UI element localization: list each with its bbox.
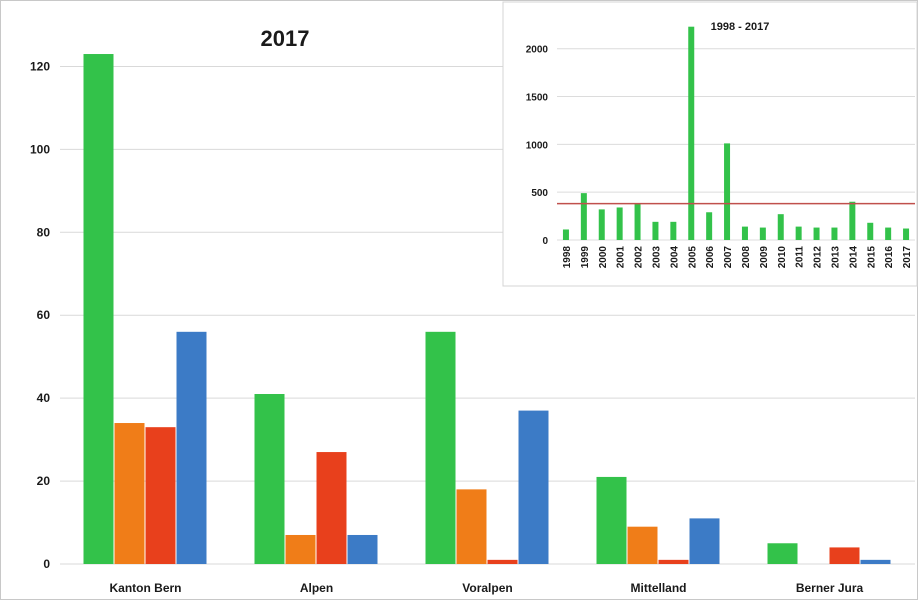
main-bar bbox=[518, 410, 549, 564]
main-bar bbox=[114, 423, 145, 564]
main-bar bbox=[285, 534, 316, 564]
main-x-axis: Kanton Bern Alpen Voralpen Mittelland Berner… bbox=[110, 581, 864, 595]
main-bar bbox=[316, 452, 347, 564]
inset-bar bbox=[813, 227, 820, 240]
inset-x-tick-label: 2014 bbox=[848, 246, 859, 269]
inset-x-tick-label: 2015 bbox=[866, 246, 877, 269]
inset-x-tick-label: 2013 bbox=[830, 246, 841, 269]
inset-bar bbox=[759, 227, 766, 240]
inset-x-tick-label: 1999 bbox=[580, 246, 591, 269]
main-y-tick-label: 0 bbox=[43, 557, 50, 571]
inset-y-tick-label: 1500 bbox=[526, 93, 549, 104]
inset-x-tick-label: 2017 bbox=[902, 246, 913, 269]
inset-bar bbox=[562, 229, 569, 240]
inset-bar bbox=[670, 221, 677, 240]
main-y-tick-label: 100 bbox=[30, 142, 50, 156]
main-bar bbox=[596, 476, 627, 564]
main-y-tick-label: 20 bbox=[37, 474, 51, 488]
inset-bar bbox=[616, 207, 623, 240]
inset-x-tick-label: 2007 bbox=[723, 246, 734, 269]
inset-x-tick-label: 2002 bbox=[634, 246, 645, 269]
inset-x-tick-label: 2003 bbox=[651, 246, 662, 269]
inset-chart-title: 1998 - 2017 bbox=[711, 21, 770, 33]
main-bar bbox=[627, 526, 658, 564]
main-x-tick-label: Mittelland bbox=[631, 581, 687, 595]
inset-bar bbox=[849, 201, 856, 240]
main-x-tick-label: Berner Jura bbox=[796, 581, 864, 595]
inset-x-tick-label: 2012 bbox=[813, 246, 824, 269]
inset-x-tick-label: 2001 bbox=[616, 246, 627, 269]
inset-x-tick-label: 1998 bbox=[562, 246, 573, 269]
main-bar bbox=[829, 547, 860, 564]
inset-bar bbox=[634, 203, 641, 240]
main-y-tick-label: 40 bbox=[37, 391, 51, 405]
inset-x-tick-label: 2010 bbox=[777, 246, 788, 269]
inset-bar bbox=[903, 228, 910, 240]
main-y-axis: 0 20 40 60 80 100 120 bbox=[30, 59, 50, 571]
inset-gridlines bbox=[557, 48, 915, 241]
main-bars bbox=[83, 54, 891, 565]
inset-y-tick-label: 2000 bbox=[526, 45, 549, 56]
main-bar bbox=[425, 331, 456, 564]
inset-y-axis: 0 500 1000 1500 2000 bbox=[526, 45, 549, 247]
main-chart-title: 2017 bbox=[261, 26, 310, 51]
inset-bar bbox=[831, 227, 838, 240]
inset-bar bbox=[688, 26, 695, 241]
main-x-tick-label: Kanton Bern bbox=[110, 581, 182, 595]
inset-bar bbox=[652, 221, 659, 240]
main-bar bbox=[658, 559, 689, 564]
inset-y-tick-label: 1000 bbox=[526, 140, 549, 151]
main-bar bbox=[689, 518, 720, 564]
main-bar bbox=[860, 559, 891, 564]
main-bar bbox=[83, 54, 114, 565]
inset-bar bbox=[706, 212, 713, 240]
inset-x-axis: 1998 1999 2000 2001 2002 2003 2004 2005 2006 2007… bbox=[562, 246, 913, 269]
inset-x-tick-label: 2005 bbox=[687, 246, 698, 269]
main-x-tick-label: Voralpen bbox=[462, 581, 512, 595]
main-x-tick-label: Alpen bbox=[300, 581, 333, 595]
main-bar bbox=[487, 559, 518, 564]
main-y-tick-label: 80 bbox=[37, 225, 51, 239]
main-bar bbox=[456, 489, 487, 564]
inset-bar bbox=[867, 222, 874, 240]
inset-bar bbox=[724, 143, 731, 240]
inset-x-tick-label: 2006 bbox=[705, 246, 716, 269]
inset-y-tick-label: 500 bbox=[531, 188, 548, 199]
inset-x-tick-label: 2011 bbox=[795, 246, 806, 268]
inset-x-tick-label: 2009 bbox=[759, 246, 770, 269]
inset-bar bbox=[598, 209, 605, 240]
inset-bar bbox=[580, 193, 587, 240]
main-bar bbox=[767, 543, 798, 564]
inset-chart: 0 500 1000 1500 2000 1998 1999 2000 2001 2002 200… bbox=[502, 1, 918, 287]
main-bar bbox=[254, 394, 285, 564]
inset-x-tick-label: 2016 bbox=[884, 246, 895, 269]
inset-bar bbox=[741, 226, 748, 240]
main-bar bbox=[176, 331, 207, 564]
inset-x-tick-label: 2004 bbox=[669, 246, 680, 269]
inset-bars bbox=[562, 26, 910, 241]
inset-bar bbox=[885, 227, 892, 240]
main-y-tick-label: 60 bbox=[37, 308, 51, 322]
inset-bar bbox=[777, 214, 784, 240]
main-bar bbox=[145, 427, 176, 564]
main-y-tick-label: 120 bbox=[30, 59, 50, 73]
inset-x-tick-label: 2000 bbox=[598, 246, 609, 269]
main-bar bbox=[347, 534, 378, 564]
inset-bar bbox=[795, 226, 802, 240]
inset-x-tick-label: 2008 bbox=[741, 246, 752, 269]
inset-y-tick-label: 0 bbox=[542, 236, 548, 247]
